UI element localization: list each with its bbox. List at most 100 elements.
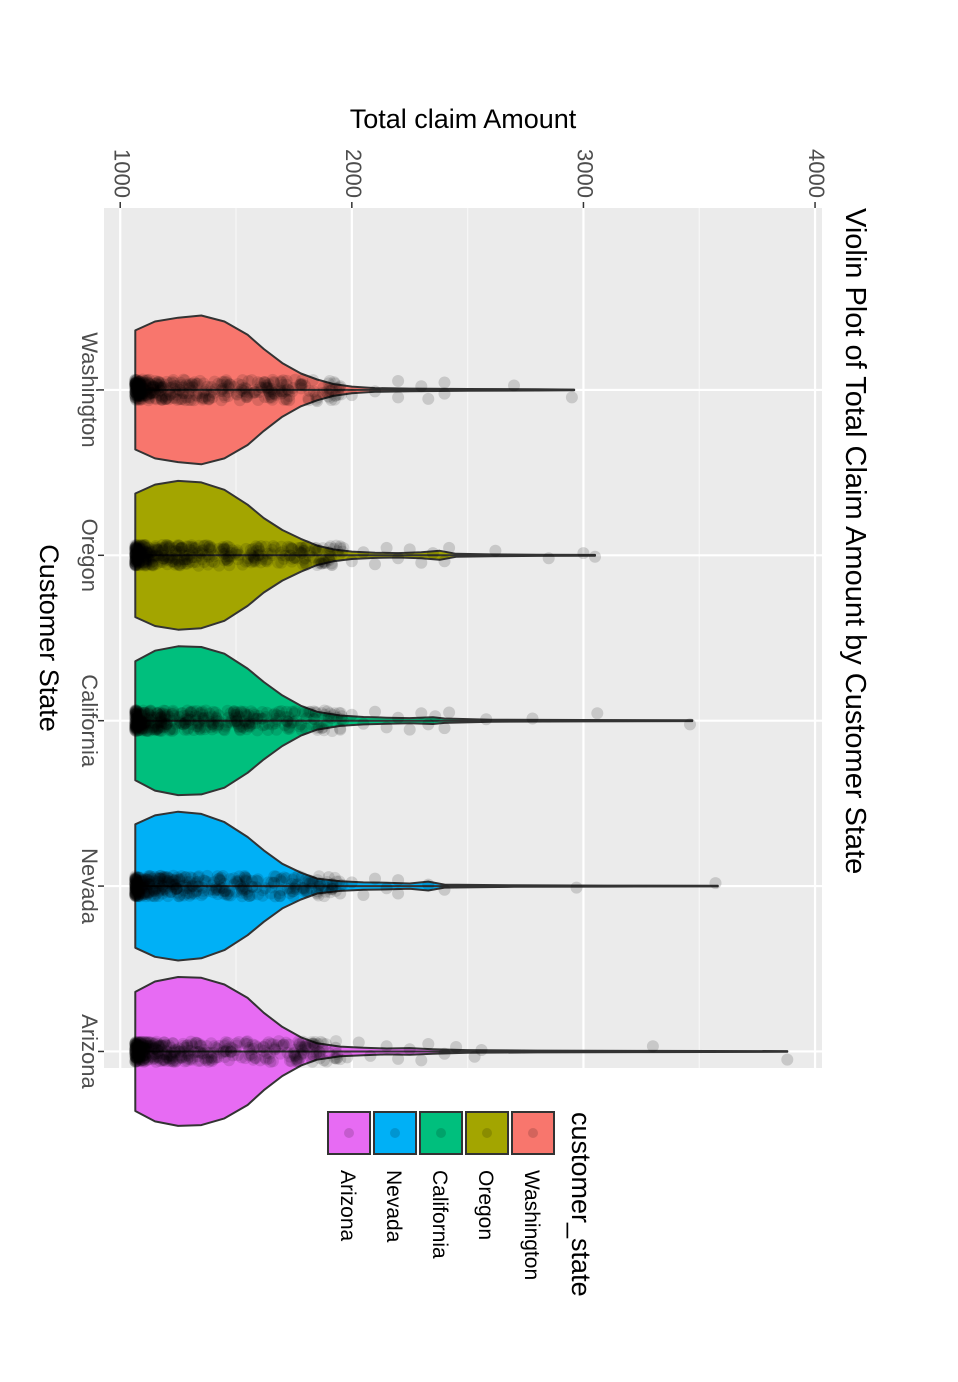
jitter-point — [210, 882, 223, 895]
jitter-point — [146, 721, 159, 734]
jitter-point — [158, 549, 171, 562]
jitter-point — [321, 705, 334, 718]
jitter-point — [328, 871, 341, 884]
jitter-point — [132, 719, 145, 732]
jitter-point — [275, 385, 288, 398]
jitter-point — [311, 723, 324, 736]
jitter-point — [142, 547, 155, 560]
jitter-point — [143, 373, 156, 386]
jitter-point — [129, 708, 142, 721]
jitter-point — [251, 376, 264, 389]
jitter-point — [154, 712, 167, 725]
jitter-point — [129, 721, 142, 734]
jitter-point — [158, 712, 171, 725]
jitter-point — [134, 546, 147, 559]
jitter-point — [224, 889, 237, 902]
jitter-point — [176, 393, 189, 405]
jitter-point — [131, 1052, 144, 1065]
jitter-point — [233, 721, 246, 734]
jitter-point — [310, 886, 323, 899]
jitter-point — [254, 548, 267, 561]
jitter-point — [129, 873, 142, 886]
jitter-point — [150, 542, 163, 555]
jitter-point — [155, 393, 168, 406]
jitter-point — [164, 377, 177, 390]
jitter-point — [242, 1041, 255, 1054]
jitter-point — [292, 1035, 305, 1048]
jitter-point — [190, 705, 203, 717]
jitter-point — [129, 1036, 142, 1049]
jitter-point — [160, 875, 173, 888]
jitter-point — [212, 709, 225, 722]
jitter-point — [261, 381, 274, 394]
jitter-point — [275, 540, 288, 553]
jitter-point — [219, 1038, 232, 1051]
jitter-point — [157, 721, 170, 734]
jitter-point — [140, 1039, 153, 1052]
jitter-point — [132, 879, 145, 892]
jitter-point — [129, 889, 142, 902]
jitter-point — [216, 543, 229, 556]
jitter-point — [180, 713, 193, 726]
jitter-point — [319, 708, 331, 721]
jitter-point — [178, 889, 191, 902]
jitter-point — [129, 873, 142, 886]
jitter-point — [150, 723, 163, 736]
outlier-point — [403, 543, 416, 556]
jitter-point — [288, 551, 301, 564]
jitter-point — [227, 705, 240, 718]
jitter-point — [196, 392, 209, 405]
jitter-point — [312, 1038, 324, 1050]
jitter-point — [129, 381, 142, 394]
jitter-point — [140, 374, 153, 387]
jitter-point — [135, 1035, 148, 1048]
jitter-point — [171, 540, 184, 553]
jitter-point — [272, 1035, 285, 1048]
jitter-point — [135, 882, 148, 895]
jitter-point — [131, 722, 144, 735]
jitter-point — [130, 873, 142, 886]
jitter-point — [231, 875, 244, 888]
jitter-point — [129, 880, 142, 893]
y-tick-label: 3000 — [573, 149, 598, 198]
jitter-point — [130, 542, 143, 555]
outlier-point — [415, 707, 428, 720]
jitter-point — [240, 391, 253, 404]
legend-key-point — [528, 1128, 538, 1138]
jitter-point — [165, 1046, 178, 1059]
jitter-point — [170, 380, 183, 393]
jitter-point — [145, 546, 158, 559]
jitter-point — [129, 554, 142, 567]
jitter-point — [132, 540, 145, 553]
jitter-point — [156, 887, 169, 900]
jitter-point — [208, 1040, 221, 1053]
jitter-point — [267, 375, 280, 388]
jitter-point — [154, 546, 167, 559]
jitter-point — [171, 871, 184, 884]
jitter-point — [178, 553, 191, 566]
jitter-point — [289, 373, 302, 386]
jitter-point — [143, 869, 156, 882]
jitter-point — [315, 557, 328, 570]
jitter-point — [133, 375, 146, 388]
jitter-point — [165, 876, 178, 888]
jitter-point — [175, 541, 188, 554]
jitter-point — [132, 1036, 145, 1049]
y-axis-title: Total claim Amount — [350, 104, 577, 134]
jitter-point — [137, 881, 150, 894]
jitter-point — [147, 1038, 160, 1051]
jitter-point — [140, 724, 153, 737]
jitter-point — [129, 1046, 142, 1059]
jitter-point — [133, 712, 146, 725]
jitter-point — [213, 880, 226, 893]
jitter-point — [205, 879, 218, 892]
jitter-point — [220, 376, 233, 389]
jitter-point — [162, 542, 175, 555]
jitter-point — [129, 724, 142, 737]
jitter-point — [154, 1039, 167, 1052]
jitter-point — [135, 390, 148, 403]
jitter-point — [135, 379, 148, 392]
jitter-point — [129, 1048, 142, 1061]
jitter-point — [133, 708, 146, 721]
jitter-point — [206, 710, 218, 723]
